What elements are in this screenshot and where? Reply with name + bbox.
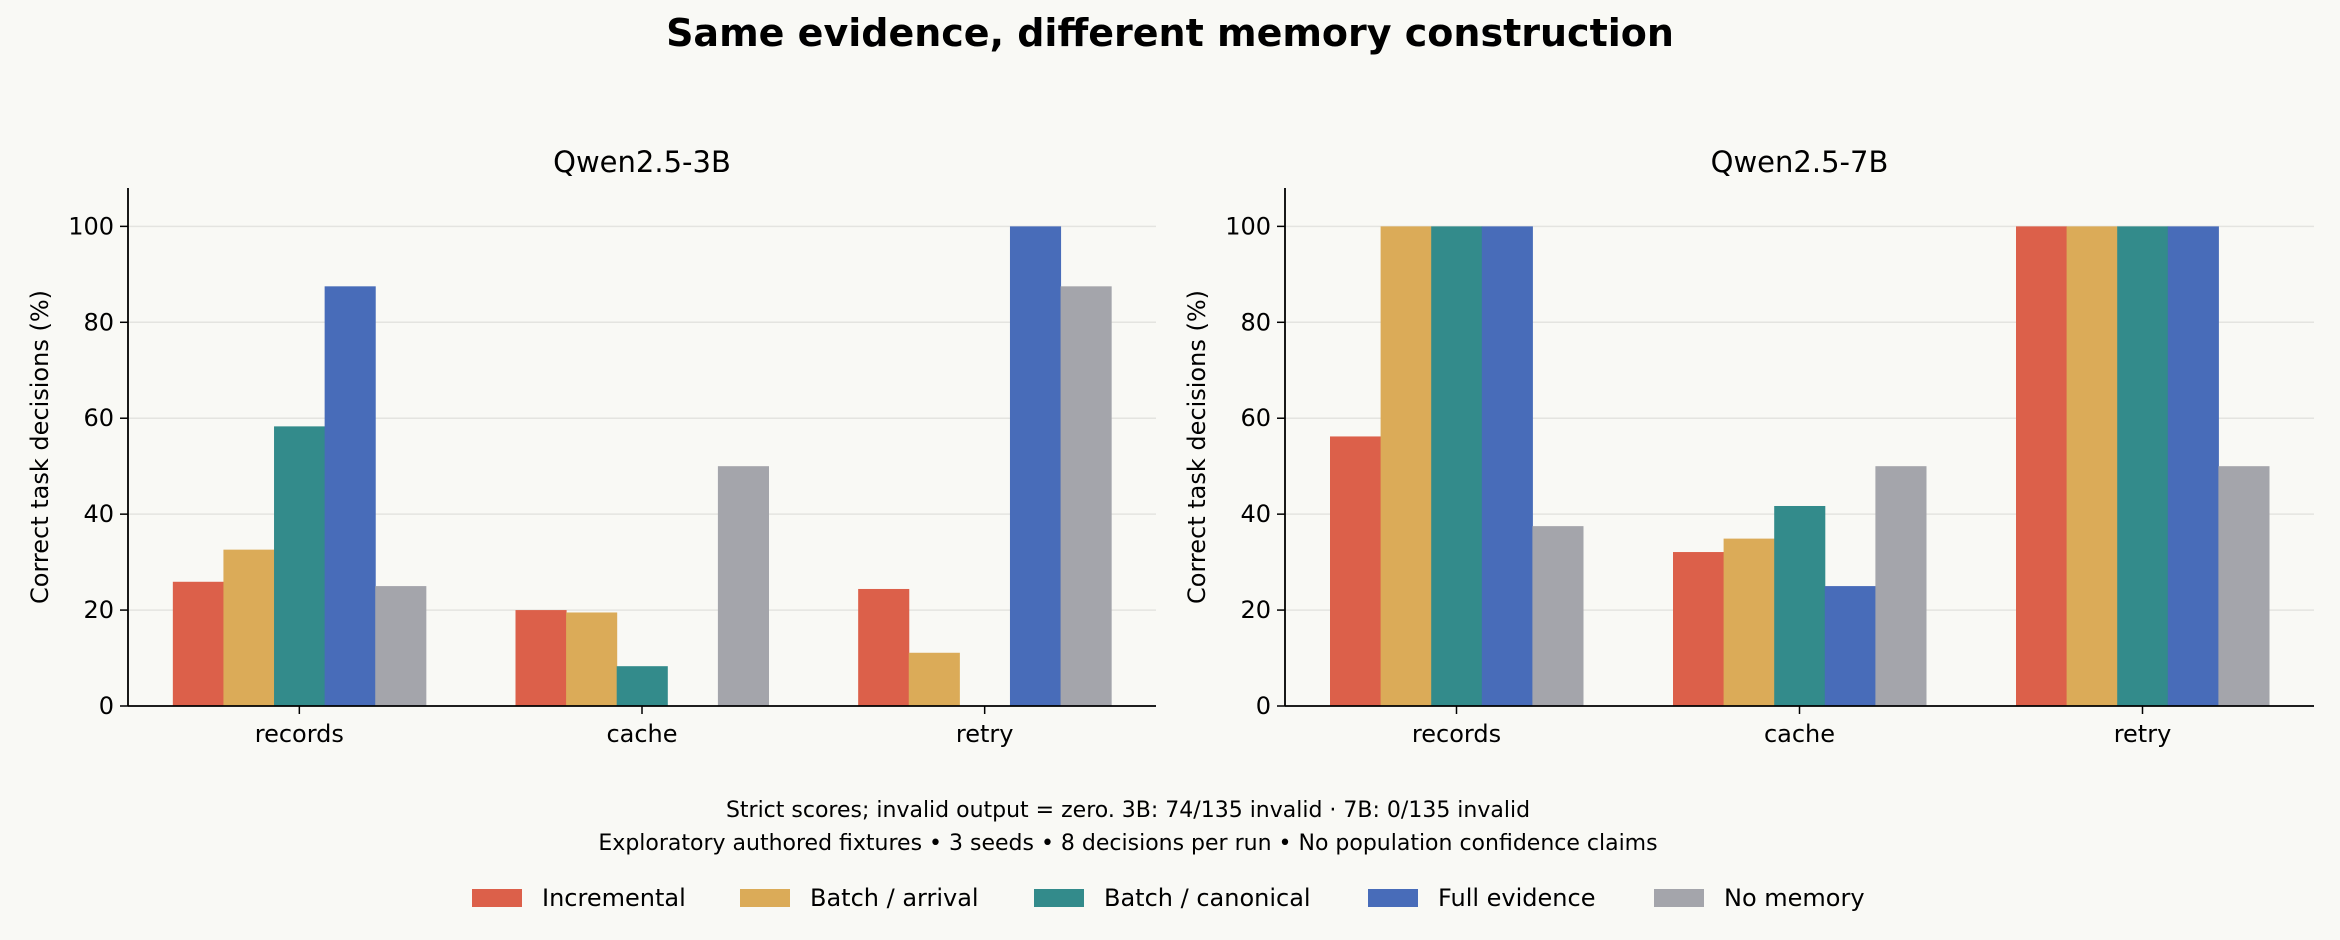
bar [324, 286, 376, 706]
legend-swatch [1034, 889, 1084, 907]
bar [1532, 526, 1584, 706]
bar [1875, 466, 1927, 706]
legend-swatch [472, 889, 522, 907]
x-tick-label: records [255, 720, 344, 748]
bar [1060, 286, 1112, 706]
bar [172, 581, 224, 706]
y-axis-label: Correct task decisions (%) [26, 290, 54, 604]
y-tick-label: 0 [99, 692, 114, 720]
bar [2218, 466, 2270, 706]
note-line-2: Exploratory authored fixtures • 3 seeds … [598, 831, 1657, 856]
bar [908, 652, 960, 706]
bar [2016, 226, 2068, 707]
bar [2066, 226, 2118, 707]
x-tick-label: cache [606, 720, 677, 748]
bar [717, 466, 769, 706]
panel-qwen-7b: 0 20 40 60 80 100 records cache retry Qwen2.5-7B C… [1183, 145, 2314, 748]
y-tick-label: 100 [68, 212, 114, 240]
panel-title: Qwen2.5-7B [1711, 145, 1889, 179]
bar [1481, 226, 1533, 707]
bar [375, 586, 427, 706]
y-tick-label: 60 [1240, 404, 1271, 432]
legend-label: No memory [1724, 884, 1865, 912]
bar [1673, 552, 1725, 706]
legend-swatch [1654, 889, 1704, 907]
bar [1824, 586, 1876, 706]
bar [616, 666, 668, 706]
panel-qwen-3b: 0 20 40 60 80 100 records cache retry Qwen2.5-3B C… [26, 145, 1156, 748]
figure-title: Same evidence, different memory construc… [666, 11, 1674, 55]
y-tick-label: 80 [83, 308, 114, 336]
legend-swatch [1368, 889, 1418, 907]
panel-title: Qwen2.5-3B [553, 145, 731, 179]
bar [1380, 226, 1432, 707]
legend: Incremental Batch / arrival Batch / canoni… [472, 884, 1865, 912]
x-tick-label: records [1412, 720, 1501, 748]
x-tick-label: cache [1764, 720, 1835, 748]
legend-label: Batch / canonical [1104, 884, 1311, 912]
y-tick-label: 60 [83, 404, 114, 432]
y-tick-label: 0 [1256, 692, 1271, 720]
bar [515, 610, 567, 706]
note-line-1: Strict scores; invalid output = zero. 3B… [726, 798, 1530, 823]
bar [1431, 226, 1483, 707]
y-tick-label: 20 [1240, 596, 1271, 624]
x-tick-label: retry [956, 720, 1014, 748]
bar [1009, 226, 1062, 707]
bar [2167, 226, 2219, 707]
bar [1330, 436, 1382, 706]
legend-label: Incremental [542, 884, 686, 912]
legend-swatch [740, 889, 790, 907]
bar [1723, 538, 1775, 706]
y-tick-label: 40 [83, 500, 114, 528]
y-tick-label: 20 [83, 596, 114, 624]
legend-label: Batch / arrival [810, 884, 979, 912]
x-tick-label: retry [2114, 720, 2172, 748]
legend-label: Full evidence [1438, 884, 1595, 912]
bar [274, 426, 326, 706]
bar [223, 549, 275, 706]
y-tick-label: 80 [1240, 308, 1271, 336]
y-tick-label: 100 [1225, 212, 1271, 240]
bar [566, 612, 618, 706]
bar [1774, 505, 1826, 706]
bar [858, 588, 910, 706]
y-tick-label: 40 [1240, 500, 1271, 528]
bar [2117, 226, 2169, 707]
y-axis-label: Correct task decisions (%) [1183, 290, 1211, 604]
